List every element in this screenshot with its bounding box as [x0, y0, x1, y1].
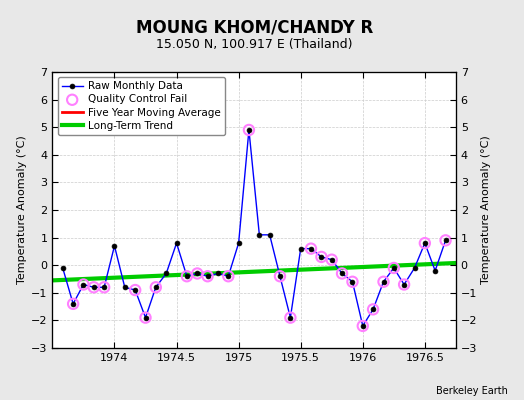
Raw Monthly Data: [91, 285, 97, 290]
Quality Control Fail: [348, 278, 357, 285]
Y-axis label: Temperature Anomaly (°C): Temperature Anomaly (°C): [17, 136, 27, 284]
Raw Monthly Data: [287, 315, 293, 320]
Raw Monthly Data: [339, 271, 345, 276]
Quality Control Fail: [390, 265, 398, 271]
Raw Monthly Data: [350, 279, 356, 284]
Line: Raw Monthly Data: Raw Monthly Data: [60, 128, 448, 328]
Quality Control Fail: [131, 287, 139, 293]
Raw Monthly Data: [143, 315, 149, 320]
Quality Control Fail: [141, 314, 150, 321]
Raw Monthly Data: [432, 268, 438, 273]
Raw Monthly Data: [267, 232, 273, 237]
Raw Monthly Data: [298, 246, 304, 251]
Quality Control Fail: [79, 281, 88, 288]
Raw Monthly Data: [401, 282, 407, 287]
Quality Control Fail: [358, 323, 367, 329]
Raw Monthly Data: [80, 282, 86, 287]
Raw Monthly Data: [122, 285, 128, 290]
Quality Control Fail: [286, 314, 294, 321]
Quality Control Fail: [245, 127, 253, 133]
Raw Monthly Data: [442, 238, 449, 243]
Raw Monthly Data: [380, 279, 387, 284]
Raw Monthly Data: [329, 257, 335, 262]
Y-axis label: Temperature Anomaly (°C): Temperature Anomaly (°C): [482, 136, 492, 284]
Raw Monthly Data: [184, 274, 190, 279]
Quality Control Fail: [421, 240, 429, 246]
Quality Control Fail: [203, 273, 212, 280]
Quality Control Fail: [183, 273, 191, 280]
Raw Monthly Data: [359, 324, 366, 328]
Quality Control Fail: [400, 281, 408, 288]
Text: MOUNG KHOM/CHANDY R: MOUNG KHOM/CHANDY R: [136, 18, 373, 36]
Quality Control Fail: [224, 273, 233, 280]
Quality Control Fail: [307, 246, 315, 252]
Raw Monthly Data: [391, 266, 397, 270]
Raw Monthly Data: [411, 266, 418, 270]
Raw Monthly Data: [256, 232, 263, 237]
Raw Monthly Data: [173, 241, 180, 246]
Raw Monthly Data: [246, 128, 252, 132]
Quality Control Fail: [100, 284, 108, 290]
Raw Monthly Data: [235, 241, 242, 246]
Raw Monthly Data: [318, 254, 324, 259]
Raw Monthly Data: [132, 288, 138, 292]
Raw Monthly Data: [60, 266, 66, 270]
Raw Monthly Data: [70, 302, 77, 306]
Quality Control Fail: [69, 301, 78, 307]
Raw Monthly Data: [101, 285, 107, 290]
Text: Berkeley Earth: Berkeley Earth: [436, 386, 508, 396]
Raw Monthly Data: [163, 271, 169, 276]
Raw Monthly Data: [370, 307, 376, 312]
Raw Monthly Data: [422, 241, 428, 246]
Raw Monthly Data: [204, 274, 211, 279]
Quality Control Fail: [151, 284, 160, 290]
Raw Monthly Data: [111, 244, 117, 248]
Quality Control Fail: [317, 254, 325, 260]
Quality Control Fail: [328, 256, 336, 263]
Raw Monthly Data: [277, 274, 283, 279]
Raw Monthly Data: [215, 271, 221, 276]
Raw Monthly Data: [194, 271, 200, 276]
Quality Control Fail: [338, 270, 346, 277]
Raw Monthly Data: [308, 246, 314, 251]
Raw Monthly Data: [152, 285, 159, 290]
Quality Control Fail: [276, 273, 284, 280]
Quality Control Fail: [379, 278, 388, 285]
Text: 15.050 N, 100.917 E (Thailand): 15.050 N, 100.917 E (Thailand): [156, 38, 352, 51]
Quality Control Fail: [369, 306, 377, 312]
Quality Control Fail: [193, 270, 201, 277]
Quality Control Fail: [441, 237, 450, 244]
Raw Monthly Data: [225, 274, 232, 279]
Quality Control Fail: [90, 284, 98, 290]
Legend: Raw Monthly Data, Quality Control Fail, Five Year Moving Average, Long-Term Tren: Raw Monthly Data, Quality Control Fail, …: [58, 77, 225, 135]
